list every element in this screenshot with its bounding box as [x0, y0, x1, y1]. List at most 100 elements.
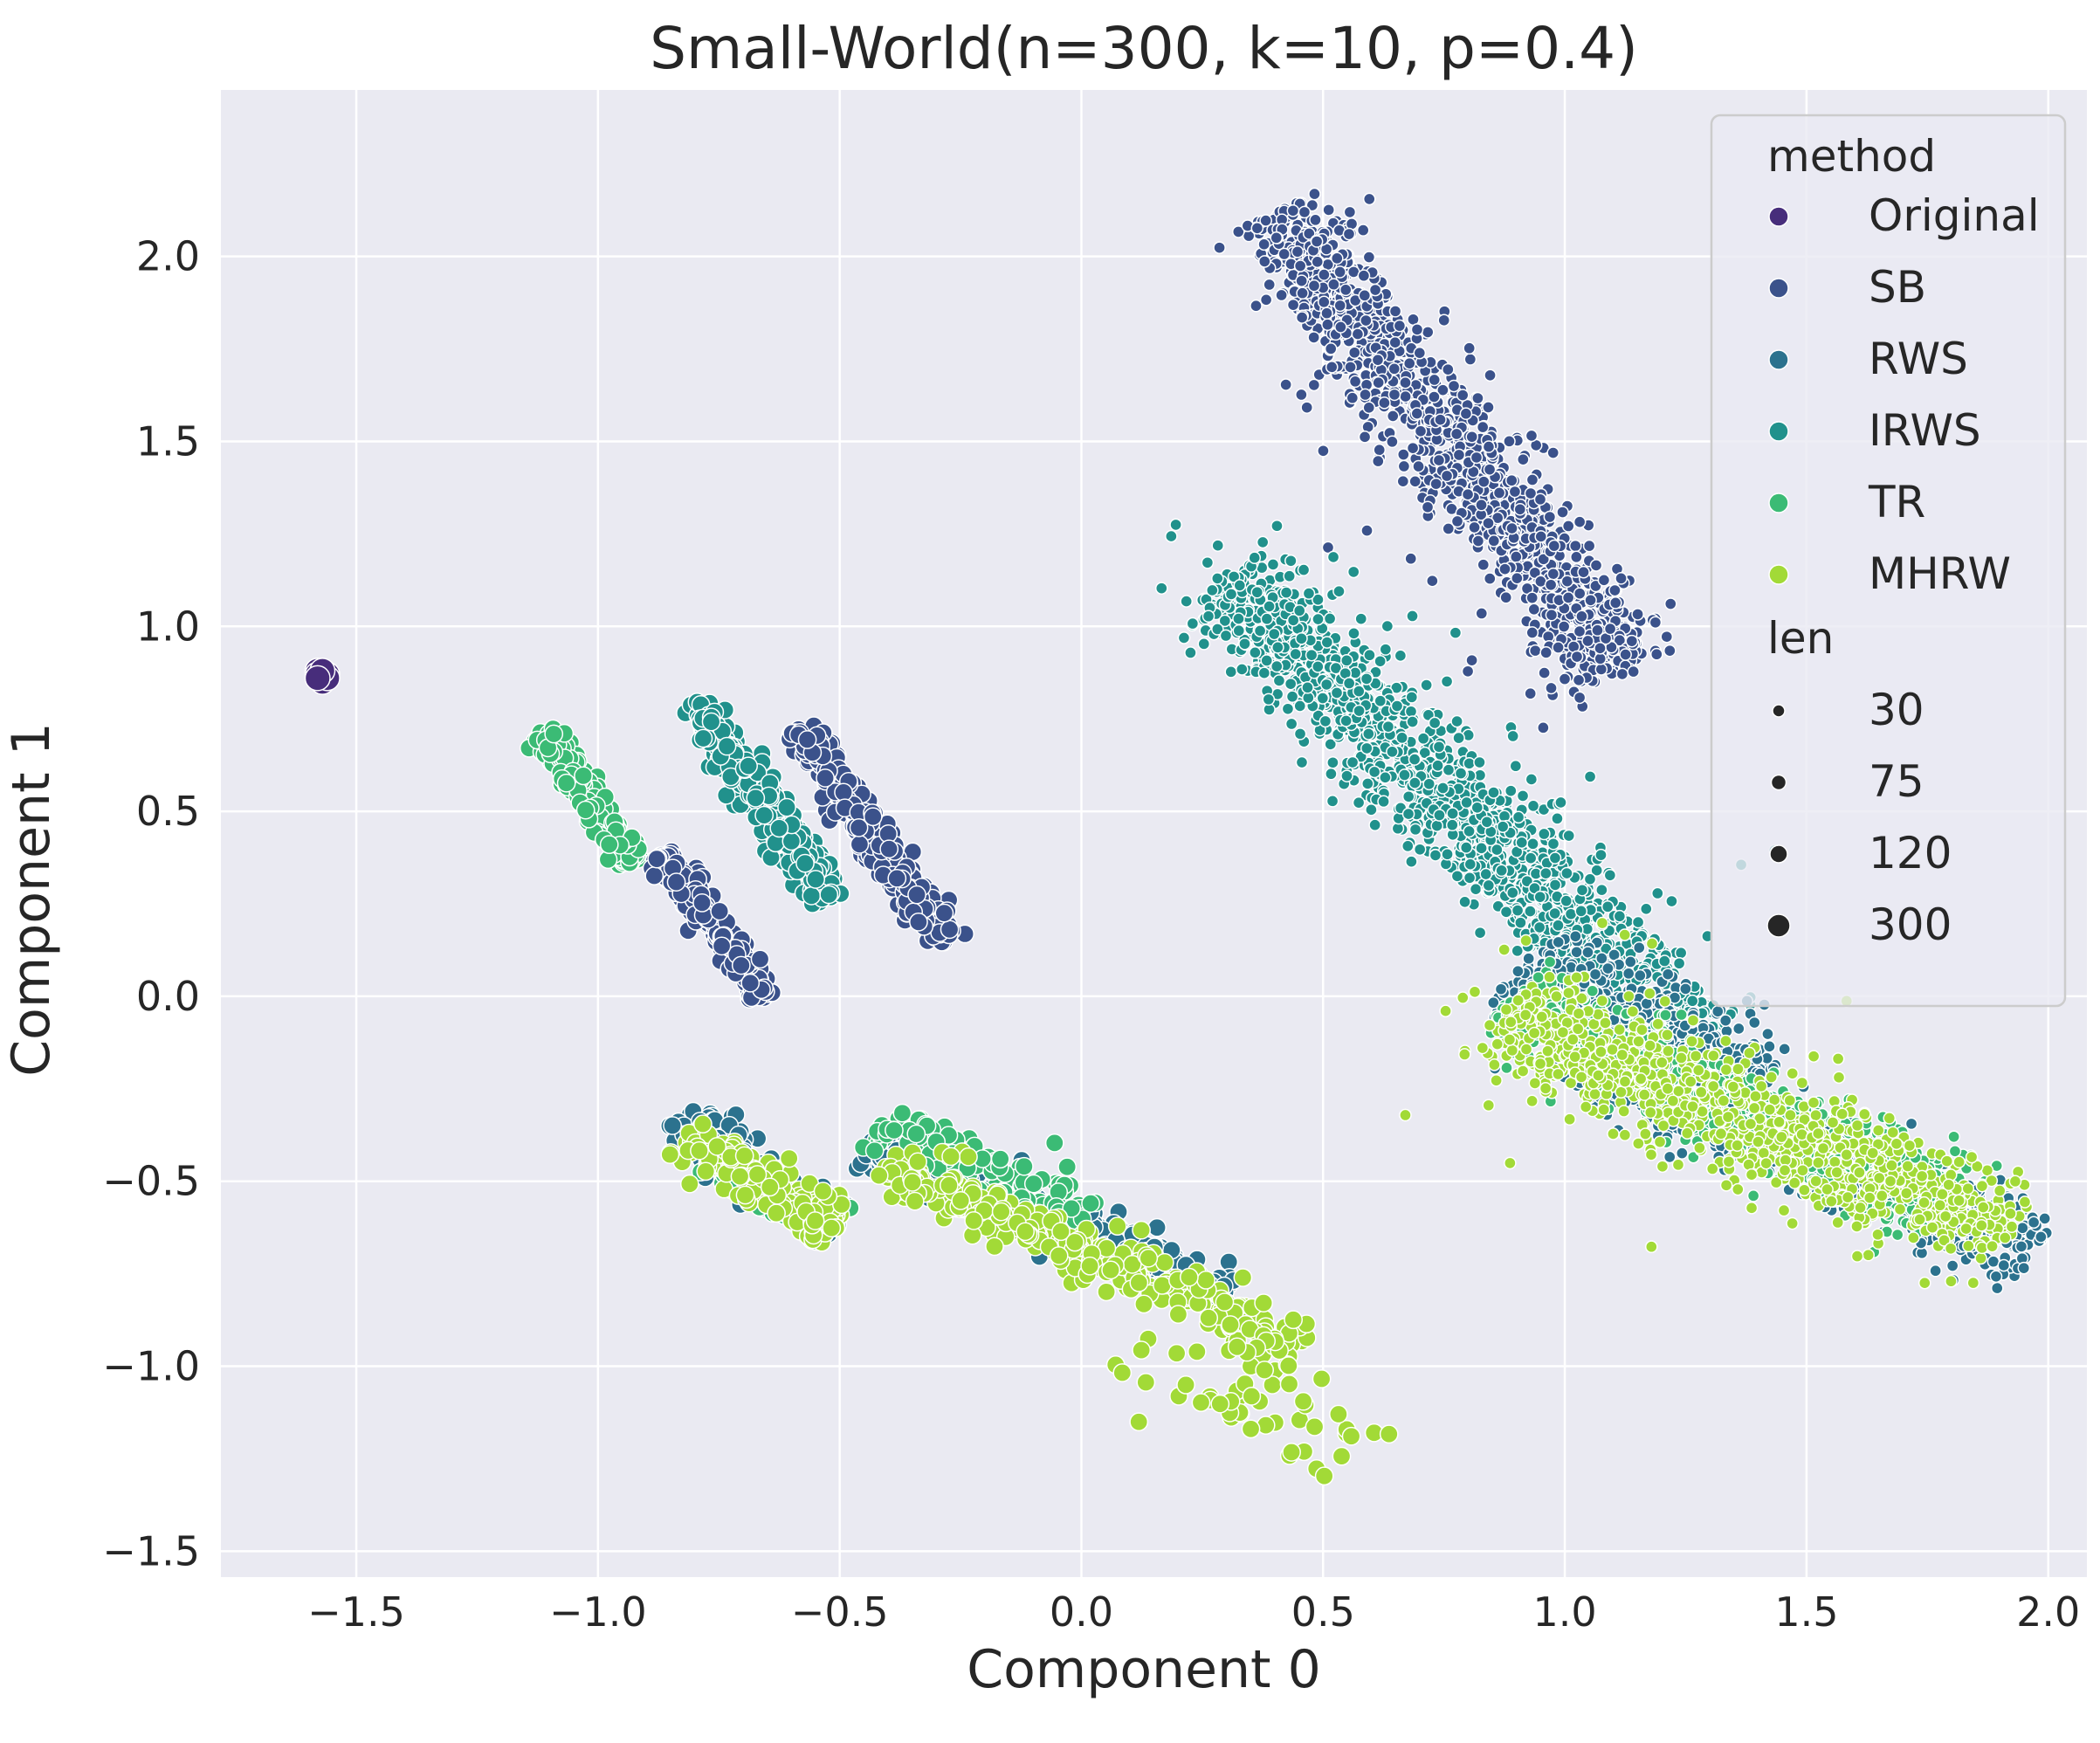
point-sb	[1343, 228, 1354, 239]
point-sb	[1319, 296, 1330, 307]
point-sb	[1464, 354, 1476, 365]
point-sb	[1388, 389, 1400, 400]
point-sb	[1363, 402, 1374, 413]
point-irws	[1220, 630, 1231, 641]
point-sb	[1360, 314, 1372, 326]
point-irws	[1187, 618, 1198, 630]
point-sb	[1540, 647, 1552, 658]
point-irws	[1641, 903, 1652, 914]
point-sb	[1373, 456, 1384, 467]
point-sb	[1472, 535, 1484, 547]
point-sb	[1594, 653, 1606, 665]
point-irws	[1327, 796, 1339, 807]
point-irws	[1560, 895, 1572, 906]
point-sb	[1595, 664, 1607, 675]
point-sb	[1664, 645, 1676, 657]
point-irws	[1433, 741, 1444, 753]
point-irws	[1525, 852, 1537, 864]
point-irws	[1525, 906, 1536, 917]
point-irws	[1596, 885, 1608, 896]
point-sb	[1322, 319, 1333, 330]
point-sb	[1463, 665, 1474, 677]
point-irws	[1540, 868, 1552, 879]
point-sb	[1472, 392, 1484, 403]
point-irws	[1380, 772, 1391, 783]
point-irws	[1402, 840, 1414, 851]
point-sb	[1546, 682, 1557, 693]
point-irws	[1267, 559, 1278, 570]
point-rws	[1635, 970, 1646, 982]
point-irws	[1539, 828, 1550, 839]
point-rws	[1571, 947, 1582, 958]
point-rws	[1625, 956, 1636, 968]
point-sb	[1346, 392, 1358, 403]
point-sb	[1506, 475, 1518, 486]
point-rws	[1512, 966, 1524, 977]
point-sb	[1363, 251, 1374, 263]
point-irws	[1302, 682, 1313, 693]
point-sb	[1296, 389, 1307, 400]
point-rws	[1495, 983, 1506, 995]
point-rws	[1712, 1006, 1724, 1017]
point-irws	[1442, 764, 1454, 775]
point-irws	[1687, 996, 1698, 1007]
point-irws	[1431, 820, 1442, 831]
point-sb	[1389, 306, 1401, 317]
point-sb	[1585, 595, 1596, 606]
point-irws	[1391, 700, 1402, 712]
point-irws	[1476, 843, 1487, 854]
point-irws	[1447, 819, 1458, 830]
point-irws	[1362, 778, 1374, 789]
point-rws	[1589, 968, 1601, 980]
point-rws	[1779, 1044, 1790, 1055]
point-rws	[1762, 1028, 1773, 1039]
point-irws	[1347, 756, 1359, 768]
point-sb	[1280, 379, 1291, 390]
point-irws	[1394, 650, 1406, 661]
point-irws	[1233, 625, 1244, 637]
point-sb	[1373, 377, 1384, 389]
point-sb	[1451, 428, 1463, 439]
point-sb	[1318, 445, 1329, 457]
point-irws	[1166, 531, 1177, 542]
point-sb	[1251, 223, 1263, 234]
point-irws	[1474, 756, 1485, 768]
point-rws	[1553, 936, 1564, 947]
point-irws	[1298, 564, 1309, 575]
point-irws	[1369, 766, 1380, 777]
point-irws	[1207, 584, 1218, 596]
point-sb	[1484, 369, 1496, 381]
point-sb	[1429, 391, 1440, 403]
point-irws	[1258, 667, 1270, 679]
point-sb	[1649, 617, 1661, 628]
point-irws	[1423, 778, 1435, 789]
point-sb	[1570, 541, 1581, 552]
point-irws	[1325, 613, 1336, 624]
point-sb	[1430, 479, 1442, 490]
point-sb	[1500, 592, 1511, 603]
point-sb	[1511, 573, 1523, 584]
point-sb	[1413, 461, 1424, 472]
point-sb	[1592, 624, 1603, 636]
point-irws	[1555, 796, 1566, 808]
point-sb	[1488, 535, 1499, 547]
point-irws	[1363, 728, 1374, 740]
point-sb	[1433, 455, 1444, 466]
point-sb	[1214, 242, 1225, 253]
point-irws	[1369, 819, 1380, 830]
point-sb	[1525, 430, 1537, 441]
point-sb	[1394, 320, 1405, 332]
point-irws	[1421, 679, 1432, 691]
point-sb	[1438, 314, 1449, 326]
point-irws	[1321, 637, 1332, 648]
point-irws	[1360, 673, 1372, 685]
point-sb	[1573, 674, 1585, 685]
point-irws	[1402, 809, 1414, 820]
point-sb	[1319, 269, 1330, 280]
point-irws	[1327, 757, 1339, 768]
point-sb	[1370, 284, 1381, 295]
point-sb	[1628, 666, 1639, 678]
point-sb	[1526, 474, 1538, 486]
point-rws	[1947, 1260, 1959, 1271]
